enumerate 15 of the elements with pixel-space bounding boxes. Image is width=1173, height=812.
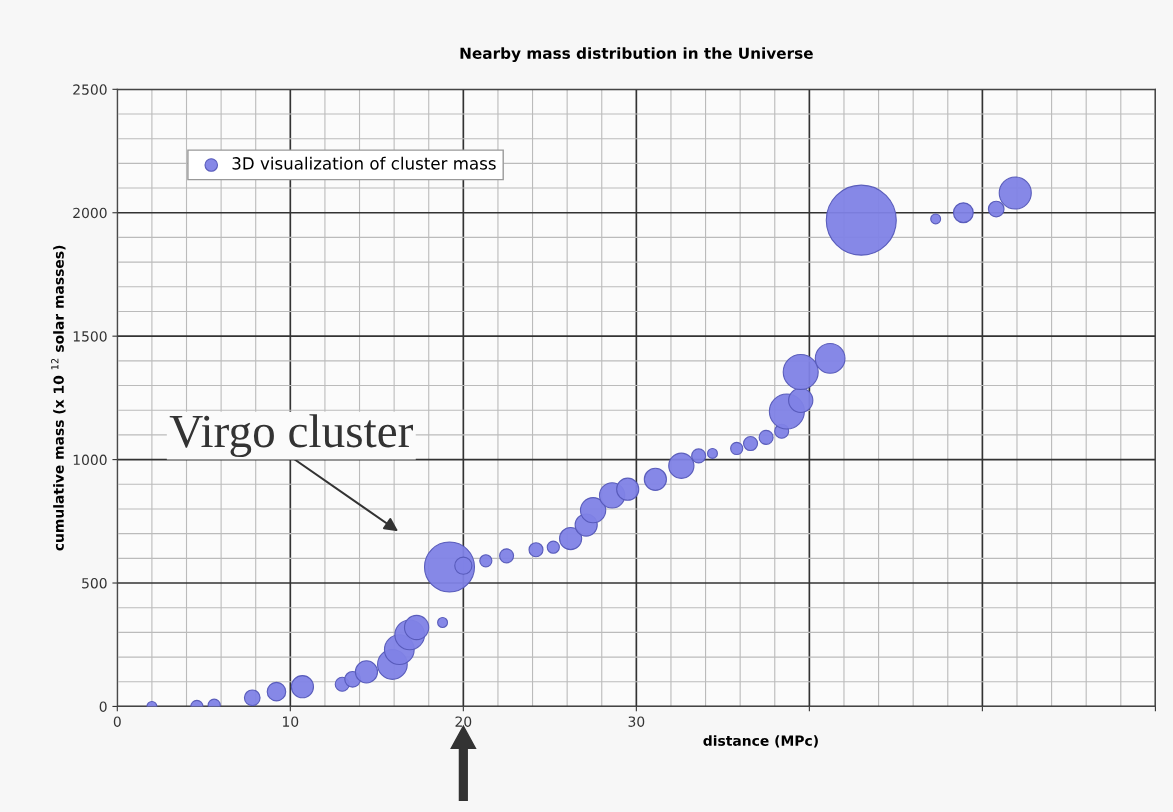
annotation: Virgo cluster: [169, 414, 413, 458]
y-tick-label: 1500: [73, 331, 107, 342]
legend-label: 3D visualization of cluster mass: [232, 156, 496, 170]
x-tick-label: 0: [113, 716, 121, 727]
x-tick-label: 30: [628, 716, 645, 727]
y-tick-label: 500: [82, 577, 107, 589]
y-axis-title: cumulative mass (x 10 $^{12}$ solar masses): [51, 245, 66, 551]
chart-title: Nearby mass distribution in the Universe: [460, 47, 813, 63]
y-tick-label: 0: [99, 701, 107, 712]
x-tick-label: 10: [283, 716, 299, 727]
x-axis-title: distance (MPc): [703, 735, 818, 748]
x-tick-label: 20: [455, 716, 472, 727]
y-tick-label: 2000: [73, 207, 107, 219]
y-tick-label: 1000: [73, 454, 107, 466]
y-tick-label: 2500: [73, 84, 107, 95]
